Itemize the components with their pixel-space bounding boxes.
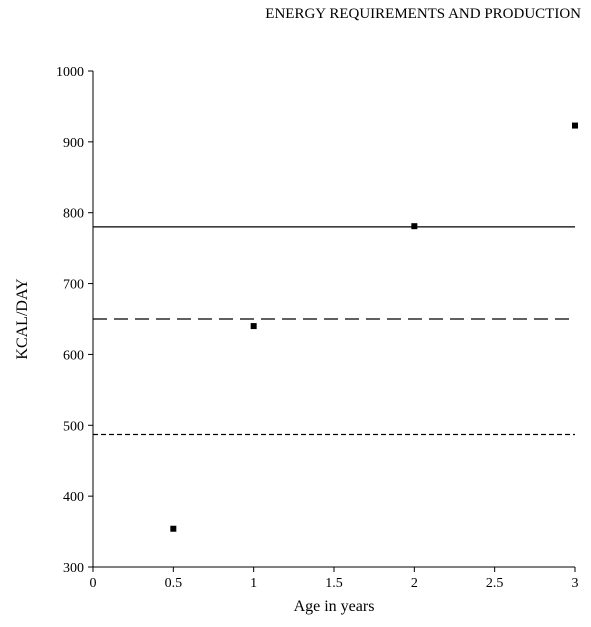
data-point: [250, 323, 257, 330]
x-tick-label: 2: [411, 576, 418, 591]
running-header-title: ENERGY REQUIREMENTS AND PRODUCTION: [265, 6, 581, 22]
y-tick-label: 600: [63, 348, 84, 363]
x-tick-label: 3: [572, 576, 579, 591]
data-point: [411, 223, 418, 230]
x-tick-label: 0: [90, 576, 97, 591]
x-tick-label: 0.5: [165, 576, 183, 591]
x-tick-label: 1: [250, 576, 257, 591]
axis-labels: Age in years KCAL/DAY: [14, 278, 374, 615]
data-point: [572, 122, 578, 129]
reference-lines: [93, 226, 575, 436]
y-tick-label: 400: [63, 490, 84, 505]
chart-axes: 300 400 500 600 700 800 900 1000 0 0.5 1 1.5 2 2.5 3: [56, 65, 579, 591]
y-tick-label: 300: [63, 561, 84, 576]
y-tick-label: 900: [63, 136, 84, 151]
y-tick-label: 500: [63, 419, 84, 434]
y-tick-label: 1000: [56, 65, 84, 80]
data-point: [170, 525, 177, 532]
y-axis-title: KCAL/DAY: [14, 278, 31, 360]
x-axis-title: Age in years: [294, 598, 375, 615]
x-tick-label: 2.5: [486, 576, 504, 591]
y-tick-label: 800: [63, 207, 84, 222]
y-tick-label: 700: [63, 278, 84, 293]
x-tick-label: 1.5: [325, 576, 343, 591]
data-points: [170, 122, 578, 532]
